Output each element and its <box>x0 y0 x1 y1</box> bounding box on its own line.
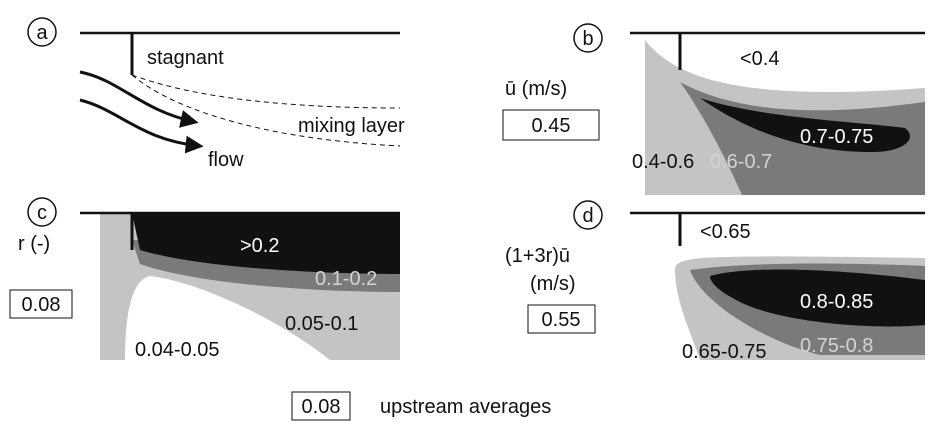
panel-d: d <0.65 (1+3r)ū (m/s) 0.55 0.8-0.85 0.65… <box>505 201 925 363</box>
region-label: 0.04-0.05 <box>135 339 220 361</box>
page: {"legend": {"value": "0.08", "label": "u… <box>0 0 939 439</box>
panel-c: c r (-) 0.08 >0.2 0.1-0.2 0.05-0.1 0.04-… <box>10 198 400 361</box>
axis-label: ū (m/s) <box>505 78 567 100</box>
panel-id: c <box>37 202 47 224</box>
axis-label: (1+3r)ū <box>505 245 570 267</box>
panel-id: b <box>582 28 593 50</box>
axis-label: r (-) <box>18 233 50 255</box>
label: mixing layer <box>298 115 405 137</box>
region-label: 0.8-0.85 <box>800 291 873 313</box>
panel-id: d <box>582 205 593 227</box>
panel-b: b ū (m/s) 0.45 <0.4 0.7-0.75 0.4-0.6 0.6… <box>503 24 925 195</box>
label: stagnant <box>147 47 224 69</box>
region-label: 0.05-0.1 <box>285 313 358 335</box>
flow-arrow <box>80 72 195 122</box>
region-label: 0.75-0.8 <box>800 335 873 357</box>
axis-label: (m/s) <box>530 273 576 295</box>
region-label: 0.7-0.75 <box>800 126 873 148</box>
legend: 0.08 upstream averages <box>292 392 551 420</box>
region-label: >0.2 <box>240 235 279 257</box>
region-label: <0.4 <box>740 48 779 70</box>
flow-arrow <box>80 100 200 146</box>
average: 0.55 <box>542 309 581 331</box>
label: flow <box>208 149 244 171</box>
panel-a: a stagnant mixing layer flow <box>28 18 405 171</box>
figure: a stagnant mixing layer flow b ū (m/s) 0… <box>0 0 939 439</box>
legend-label: upstream averages <box>380 396 551 418</box>
panel-id: a <box>36 22 48 44</box>
average: 0.45 <box>532 115 571 137</box>
region-label: 0.6-0.7 <box>710 151 772 173</box>
region-label: 0.65-0.75 <box>682 341 767 363</box>
region-label: 0.4-0.6 <box>632 151 694 173</box>
average: 0.08 <box>22 294 61 316</box>
legend-value: 0.08 <box>302 396 341 418</box>
region-label: 0.1-0.2 <box>315 268 377 290</box>
mixing-boundary <box>132 75 400 108</box>
region-label: <0.65 <box>700 221 751 243</box>
